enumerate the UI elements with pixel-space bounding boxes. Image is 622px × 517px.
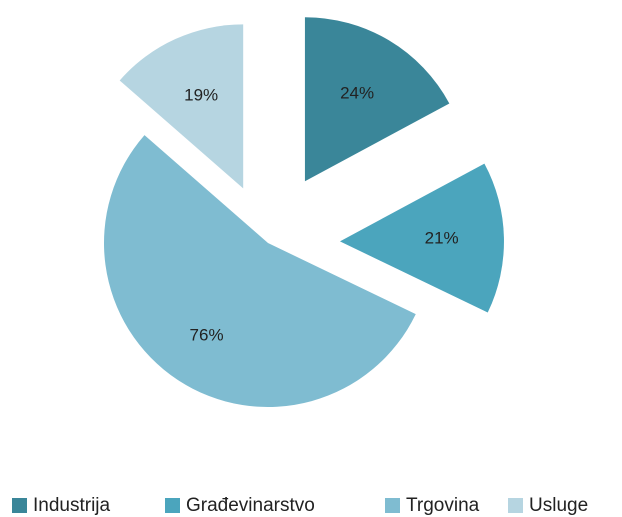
- pie-slice: [119, 24, 244, 189]
- pie-slice: [304, 17, 450, 182]
- data-label: 24%: [340, 83, 374, 102]
- legend-swatch: [165, 498, 180, 513]
- data-label: 76%: [190, 326, 224, 345]
- pie-slice: [103, 135, 416, 408]
- legend-swatch: [508, 498, 523, 513]
- legend-label: Usluge: [529, 495, 588, 516]
- data-label: 19%: [184, 85, 218, 104]
- legend-swatch: [385, 498, 400, 513]
- legend-swatch: [12, 498, 27, 513]
- data-label: 21%: [425, 229, 459, 248]
- pie-slice: [339, 163, 504, 313]
- legend-label: Industrija: [33, 495, 111, 516]
- legend-label: Građevinarstvo: [186, 495, 315, 516]
- legend-label: Trgovina: [406, 495, 480, 516]
